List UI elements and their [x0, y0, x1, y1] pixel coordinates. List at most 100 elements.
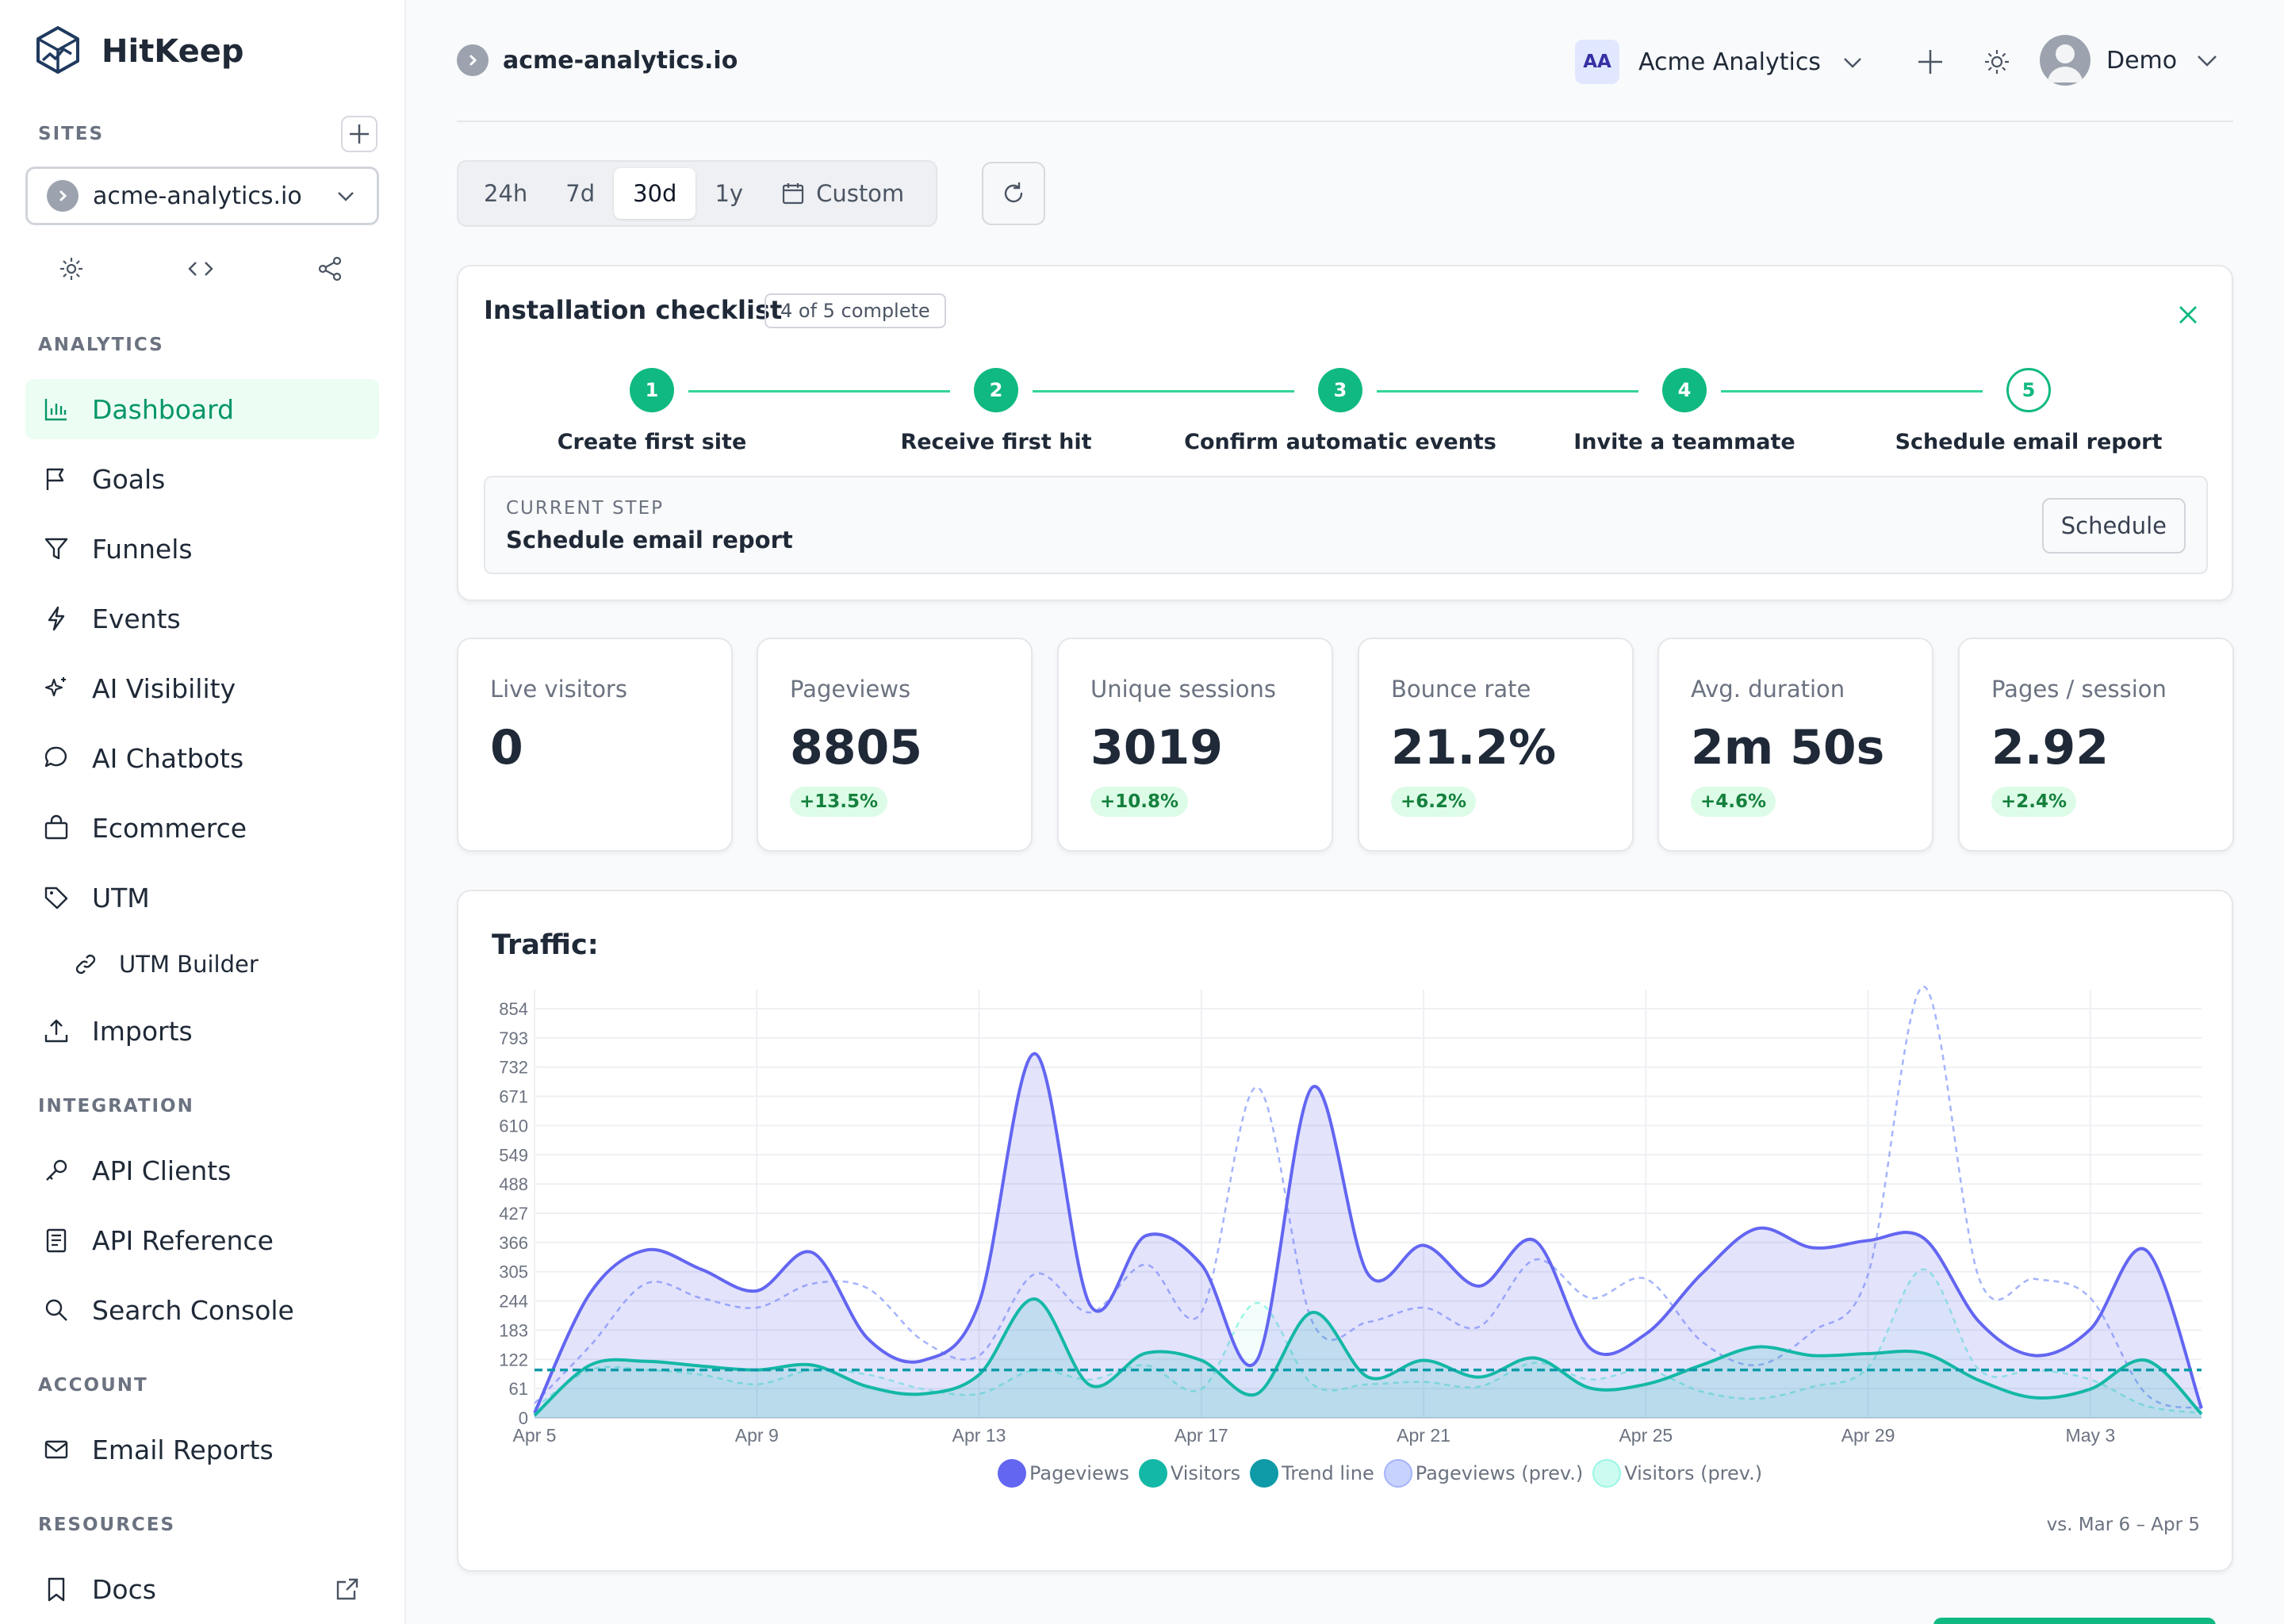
app-logo[interactable]: HitKeep: [35, 25, 244, 78]
sidebar-item-ai-chatbots[interactable]: AI Chatbots: [25, 728, 379, 788]
site-tools: [48, 252, 354, 285]
y-tick-label: 305: [499, 1262, 528, 1282]
sidebar-item-label: Docs: [92, 1573, 156, 1605]
site-settings-button[interactable]: [48, 252, 95, 285]
legend-item-pageviews[interactable]: Pageviews: [998, 1459, 1129, 1488]
sun-icon: [1985, 50, 2009, 74]
x-tick-label: Apr 21: [1397, 1425, 1450, 1446]
refresh-button[interactable]: [982, 162, 1045, 225]
stat-value: 0: [490, 720, 523, 776]
site-chevron-icon: [47, 180, 79, 212]
plus-icon: [1918, 50, 1942, 74]
stat-label: Pageviews: [790, 676, 911, 703]
sidebar-item-label: AI Chatbots: [92, 742, 244, 774]
step-connector: [688, 390, 950, 393]
dismiss-checklist-button[interactable]: [2176, 303, 2200, 330]
range-option-24h[interactable]: 24h: [484, 180, 528, 207]
add-site-button[interactable]: [341, 116, 377, 152]
x-tick-label: Apr 29: [1841, 1425, 1895, 1446]
sidebar-item-utm[interactable]: UTM: [25, 868, 379, 928]
range-option-custom[interactable]: Custom: [762, 168, 923, 219]
add-button[interactable]: [1914, 46, 1946, 78]
site-embed-button[interactable]: [177, 252, 224, 285]
sidebar-item-events[interactable]: Events: [25, 588, 379, 649]
current-step-value: Schedule email report: [506, 527, 793, 553]
series-visitors-area: [535, 1299, 2202, 1418]
x-tick-label: Apr 9: [735, 1425, 779, 1446]
legend-swatch: [1138, 1459, 1167, 1488]
sidebar-item-goals[interactable]: Goals: [25, 449, 379, 509]
step-number: 3: [1318, 368, 1362, 412]
upload-icon: [44, 1019, 68, 1043]
site-selector[interactable]: acme-analytics.io: [25, 167, 379, 225]
checklist-step-1[interactable]: 1 Create first site: [485, 368, 818, 454]
stat-change-badge: +2.4%: [1991, 787, 2077, 817]
site-share-button[interactable]: [306, 252, 354, 285]
schedule-button[interactable]: Schedule: [2041, 498, 2186, 553]
legend-item-pageviews-prev[interactable]: Pageviews (prev.): [1383, 1459, 1583, 1488]
legend-item-trend-line[interactable]: Trend line: [1250, 1459, 1374, 1488]
stat-card-live-visitors[interactable]: Live visitors 0: [457, 638, 733, 852]
y-tick-label: 183: [499, 1320, 528, 1340]
sidebar-item-imports[interactable]: Imports: [25, 1001, 379, 1061]
theme-toggle[interactable]: [1981, 46, 2013, 78]
shopping-bag-icon: [44, 814, 68, 840]
breadcrumb-site: acme-analytics.io: [503, 46, 738, 75]
comparison-period: vs. Mar 6 – Apr 5: [2046, 1515, 2200, 1535]
stat-card-pages-per-session[interactable]: Pages / session 2.92 +2.4%: [1958, 638, 2234, 852]
chevron-down-icon: [338, 192, 354, 201]
site-selector-value: acme-analytics.io: [93, 182, 302, 210]
sidebar-item-email-reports[interactable]: Email Reports: [25, 1419, 379, 1480]
chart-legend: Pageviews Visitors Trend line Pageviews …: [998, 1459, 1762, 1488]
search-icon: [45, 1299, 67, 1321]
sidebar-item-ecommerce[interactable]: Ecommerce: [25, 798, 379, 858]
custom-range-label: Custom: [816, 180, 905, 207]
checklist-step-4[interactable]: 4 Invite a teammate: [1518, 368, 1851, 454]
range-option-30d[interactable]: 30d: [614, 168, 696, 219]
step-connector: [1377, 390, 1638, 393]
sidebar-item-utm-builder[interactable]: UTM Builder: [73, 934, 379, 994]
chevron-right-icon: [457, 44, 489, 76]
checklist-step-3[interactable]: 3 Confirm automatic events: [1174, 368, 1507, 454]
legend-item-visitors[interactable]: Visitors: [1138, 1459, 1240, 1488]
org-avatar: AA: [1575, 40, 1619, 84]
external-link-icon: [336, 1578, 358, 1600]
y-tick-label: 366: [499, 1233, 528, 1253]
stat-label: Unique sessions: [1090, 676, 1276, 703]
stat-card-avg-duration[interactable]: Avg. duration 2m 50s +4.6%: [1657, 638, 1933, 852]
stat-change-badge: +4.6%: [1691, 787, 1776, 817]
y-tick-label: 549: [499, 1145, 528, 1165]
sidebar-item-label: UTM: [92, 882, 150, 914]
floating-action-button[interactable]: [1933, 1618, 2216, 1624]
sidebar-item-search-console[interactable]: Search Console: [25, 1280, 379, 1340]
series-pageviews-area: [535, 1053, 2202, 1418]
stat-card-pageviews[interactable]: Pageviews 8805 +13.5%: [757, 638, 1033, 852]
user-menu[interactable]: Demo: [2040, 35, 2221, 86]
range-option-1y[interactable]: 1y: [715, 180, 744, 207]
app-name: HitKeep: [102, 33, 244, 70]
breadcrumb[interactable]: acme-analytics.io: [457, 44, 738, 76]
integration-section-label: INTEGRATION: [38, 1096, 194, 1116]
refresh-icon: [1004, 182, 1023, 203]
step-connector: [1721, 390, 1983, 393]
legend-item-visitors-prev[interactable]: Visitors (prev.): [1592, 1459, 1762, 1488]
stat-card-bounce-rate[interactable]: Bounce rate 21.2% +6.2%: [1358, 638, 1634, 852]
x-tick-label: Apr 13: [952, 1425, 1006, 1446]
checklist-step-2[interactable]: 2 Receive first hit: [830, 368, 1163, 454]
checklist-title: Installation checklist: [484, 295, 783, 325]
sidebar-item-api-clients[interactable]: API Clients: [25, 1140, 379, 1201]
stat-value: 8805: [790, 720, 922, 776]
range-option-7d[interactable]: 7d: [565, 180, 596, 207]
sidebar-item-dashboard[interactable]: Dashboard: [25, 379, 379, 439]
gear-icon: [60, 258, 82, 280]
checklist-step-5[interactable]: 5 Schedule email report: [1862, 368, 2195, 454]
sidebar-item-api-reference[interactable]: API Reference: [25, 1210, 379, 1270]
sidebar-item-funnels[interactable]: Funnels: [25, 519, 379, 579]
org-switcher[interactable]: AA Acme Analytics: [1575, 40, 1865, 84]
sidebar-item-docs[interactable]: Docs: [25, 1559, 379, 1619]
traffic-chart[interactable]: 0 61 122 183 244 305 366 427 488 549 610 671 732 793 8…: [458, 891, 2232, 1570]
sidebar-item-ai-visibility[interactable]: AI Visibility: [25, 658, 379, 718]
stat-card-unique-sessions[interactable]: Unique sessions 3019 +10.8%: [1057, 638, 1333, 852]
chevron-down-icon: [1844, 58, 1861, 68]
sidebar-item-label: UTM Builder: [119, 951, 259, 978]
